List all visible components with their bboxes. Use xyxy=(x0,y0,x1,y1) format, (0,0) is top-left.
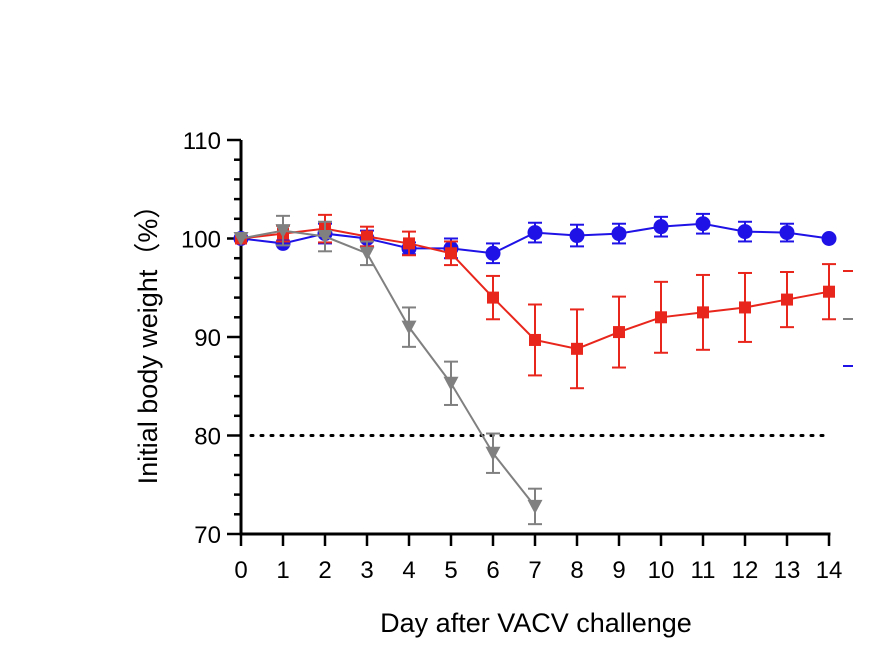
data-point-blue-circle xyxy=(611,226,627,242)
y-tick-label: 90 xyxy=(194,325,221,352)
y-tick-label: 100 xyxy=(181,227,221,254)
y-tick-label: 110 xyxy=(183,128,221,155)
data-point-red-square xyxy=(361,230,373,243)
data-point-red-square xyxy=(823,285,835,298)
data-point-red-square xyxy=(739,301,751,314)
x-tick-label: 8 xyxy=(570,557,583,584)
data-point-gray-triangle xyxy=(359,246,375,261)
data-point-gray-triangle xyxy=(401,320,417,335)
data-point-blue-circle xyxy=(527,225,543,241)
x-tick-label: 11 xyxy=(691,557,716,584)
x-tick-label: 10 xyxy=(648,557,675,584)
data-point-blue-circle xyxy=(821,231,837,246)
y-axis-title: Initial body weight（%） xyxy=(133,192,163,485)
x-tick-label: 4 xyxy=(402,557,415,584)
data-point-blue-circle xyxy=(653,219,669,235)
series-line-gray-triangle xyxy=(240,229,536,508)
x-tick-label: 12 xyxy=(732,557,759,584)
data-point-red-square xyxy=(781,293,793,306)
x-tick-label: 2 xyxy=(318,557,331,584)
data-point-blue-circle xyxy=(485,245,501,261)
data-point-gray-triangle xyxy=(443,376,459,391)
data-point-blue-circle xyxy=(737,224,753,240)
x-tick-label: 13 xyxy=(774,557,801,584)
x-tick-label: 7 xyxy=(528,557,541,584)
series-gray-triangle xyxy=(233,214,543,526)
data-point-blue-circle xyxy=(695,216,711,232)
data-point-red-square xyxy=(571,342,583,355)
data-point-red-square xyxy=(529,333,541,346)
x-tick-label: 14 xyxy=(816,557,843,584)
data-point-gray-triangle xyxy=(275,224,291,239)
data-point-red-square xyxy=(487,291,499,304)
data-point-red-square xyxy=(655,311,667,324)
data-point-blue-circle xyxy=(779,225,795,241)
data-point-blue-circle xyxy=(569,228,585,244)
data-point-red-square xyxy=(697,306,709,319)
series-layer xyxy=(233,212,837,526)
data-point-gray-triangle xyxy=(485,446,501,461)
x-tick-label: 3 xyxy=(360,557,373,584)
x-axis-title: Day after VACV challenge xyxy=(380,608,692,638)
y-tick-label: 70 xyxy=(194,522,221,549)
data-point-red-square xyxy=(403,237,415,250)
y-tick-label: 80 xyxy=(194,424,221,451)
data-point-gray-triangle xyxy=(527,499,543,514)
x-tick-label: 5 xyxy=(444,557,457,584)
data-point-gray-triangle xyxy=(317,230,333,245)
x-tick-label: 0 xyxy=(234,557,247,584)
x-tick-label: 9 xyxy=(612,557,625,584)
x-tick-label: 1 xyxy=(276,557,289,584)
data-point-gray-triangle xyxy=(233,232,249,246)
data-point-red-square xyxy=(613,326,625,339)
clipped-legend-marks xyxy=(843,270,853,367)
data-point-red-square xyxy=(445,247,457,260)
x-tick-label: 6 xyxy=(486,557,499,584)
